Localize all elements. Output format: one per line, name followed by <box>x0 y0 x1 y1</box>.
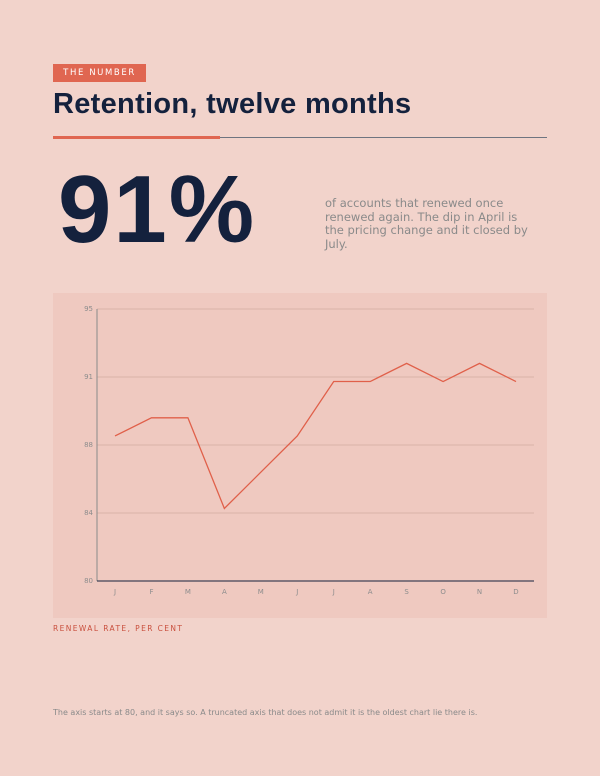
kicker: THE NUMBER <box>53 64 146 82</box>
x-tick-label: A <box>368 588 373 596</box>
x-tick-label: S <box>404 588 409 596</box>
x-tick-label: N <box>477 588 482 596</box>
x-tick-label: J <box>113 588 116 596</box>
line <box>114 362 517 510</box>
chart-panel <box>53 293 547 618</box>
y-tick-label: 95 <box>84 305 93 313</box>
x-tick-label: F <box>149 588 153 596</box>
y-tick-label: 88 <box>84 441 93 449</box>
x-tick-label: J <box>332 588 335 596</box>
footnote: The axis starts at 80, and it says so. A… <box>53 708 478 717</box>
x-tick-label: O <box>440 588 446 596</box>
x-tick-label: D <box>513 588 518 596</box>
description: of accounts that renewed once renewed ag… <box>325 196 528 251</box>
axis-label: RENEWAL RATE, PER CENT <box>53 624 184 633</box>
rule <box>220 137 547 138</box>
y-tick-label: 80 <box>84 577 93 585</box>
x-tick-label: A <box>222 588 227 596</box>
y-tick-label: 91 <box>84 373 93 381</box>
title: Retention, twelve months <box>53 88 412 120</box>
big-number: 91% <box>58 156 257 263</box>
y-tick-label: 84 <box>84 509 93 517</box>
x-tick-label: M <box>258 588 264 596</box>
x-tick-label: M <box>185 588 191 596</box>
rule-accent <box>53 136 220 139</box>
chart: 80 84 88 91 95 J F M A M J J A S O N D <box>53 293 547 618</box>
x-tick-label: J <box>295 588 298 596</box>
